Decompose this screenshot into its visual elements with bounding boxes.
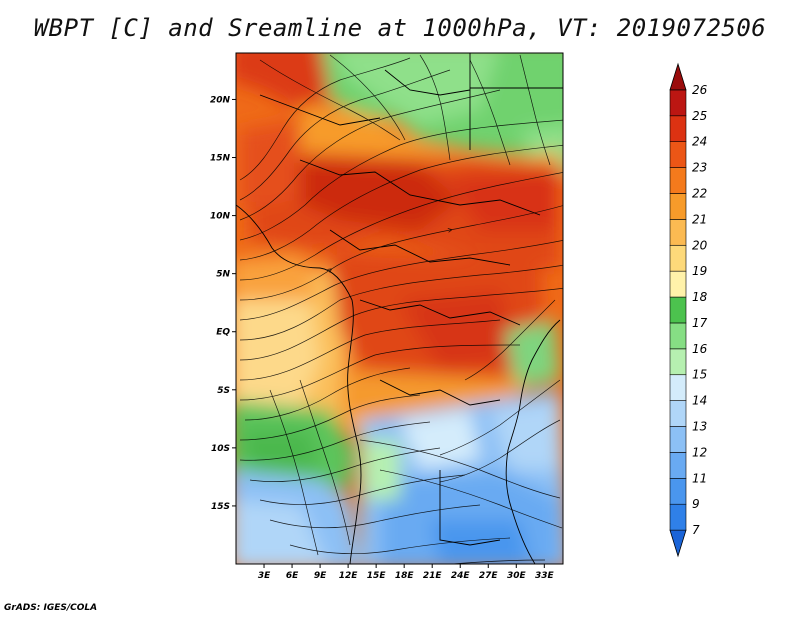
- colorbar-label: 24: [692, 135, 707, 149]
- wbpt-shading: [236, 53, 563, 564]
- lat-tick-label: 15S: [211, 502, 230, 512]
- colorbar-segment: [669, 426, 687, 453]
- lat-tick-label: 5S: [217, 386, 230, 396]
- colorbar-label: 12: [692, 445, 707, 459]
- lat-tick-label: EQ: [216, 328, 230, 338]
- colorbar-segment: [669, 400, 687, 427]
- colorbar-label: 15: [692, 368, 707, 382]
- colorbar-segment: [669, 219, 687, 246]
- colorbar-min-triangle: [669, 529, 687, 558]
- lat-tick-label: 20N: [210, 95, 231, 105]
- colorbar-label: 9: [692, 497, 700, 511]
- colorbar-label: 21: [692, 212, 707, 226]
- colorbar-segment: [669, 244, 687, 272]
- colorbar-segment: [669, 167, 687, 194]
- lon-tick-label: 24E: [451, 571, 471, 581]
- lat-tick-label: 5N: [216, 270, 230, 280]
- colorbar-label: 19: [692, 264, 707, 278]
- colorbar-segment: [669, 374, 687, 401]
- latitude-axis: 20N 15N 10N 5N EQ 5S 10S 15S: [210, 95, 236, 512]
- colorbar-segment: [669, 478, 687, 505]
- lat-tick-label: 10S: [211, 444, 230, 454]
- colorbar-label: 7: [692, 523, 700, 537]
- lon-tick-label: 6E: [286, 571, 299, 581]
- colorbar-segment: [669, 348, 687, 376]
- plot-frame: [235, 52, 564, 565]
- lon-tick-label: 30E: [507, 571, 527, 581]
- colorbar-segment: [669, 296, 687, 324]
- colorbar-label: 22: [692, 186, 707, 200]
- colorbar-label: 23: [692, 161, 707, 175]
- map-title: WBPT [C] and Sreamline at 1000hPa, VT: 2…: [33, 14, 767, 42]
- lat-tick-label: 10N: [210, 212, 231, 222]
- colorbar-segment: [669, 193, 687, 220]
- lon-tick-label: 27E: [479, 571, 499, 581]
- lon-tick-label: 3E: [258, 571, 271, 581]
- colorbar-label: 14: [692, 394, 707, 408]
- colorbar-label: 13: [692, 420, 707, 434]
- colorbar-segment: [669, 115, 687, 142]
- colorbar-max-triangle: [669, 62, 687, 91]
- lon-tick-label: 9E: [314, 571, 327, 581]
- colorbar-label: 25: [692, 109, 707, 123]
- colorbar-segment: [669, 89, 687, 117]
- colorbar-segment: [669, 452, 687, 479]
- colorbar-segment: [669, 270, 687, 298]
- colorbar: 7 9 11 12 13 14 15 16 17 18 19 20 21 22 23 24 25 26: [669, 62, 708, 558]
- colorbar-label: 20: [692, 238, 708, 252]
- streamlines: [239, 54, 563, 564]
- lon-tick-label: 21E: [423, 571, 443, 581]
- colorbar-label: 18: [692, 290, 708, 304]
- colorbar-label: 17: [692, 316, 708, 330]
- colorbar-segment: [669, 141, 687, 168]
- lon-tick-label: 15E: [367, 571, 387, 581]
- lon-tick-label: 33E: [535, 571, 555, 581]
- grads-credit: GrADS: IGES/COLA: [4, 603, 98, 613]
- colorbar-label: 16: [692, 342, 708, 356]
- colorbar-segment: [669, 503, 687, 531]
- coastlines-borders: [236, 53, 563, 564]
- lon-tick-label: 12E: [339, 571, 359, 581]
- longitude-axis: 3E 6E 9E 12E 15E 18E 21E 24E 27E 30E 33E: [258, 564, 555, 581]
- colorbar-label: 26: [692, 83, 708, 97]
- lat-tick-label: 15N: [210, 154, 231, 164]
- lon-tick-label: 18E: [395, 571, 415, 581]
- colorbar-segment: [669, 322, 687, 350]
- colorbar-label: 11: [692, 471, 707, 485]
